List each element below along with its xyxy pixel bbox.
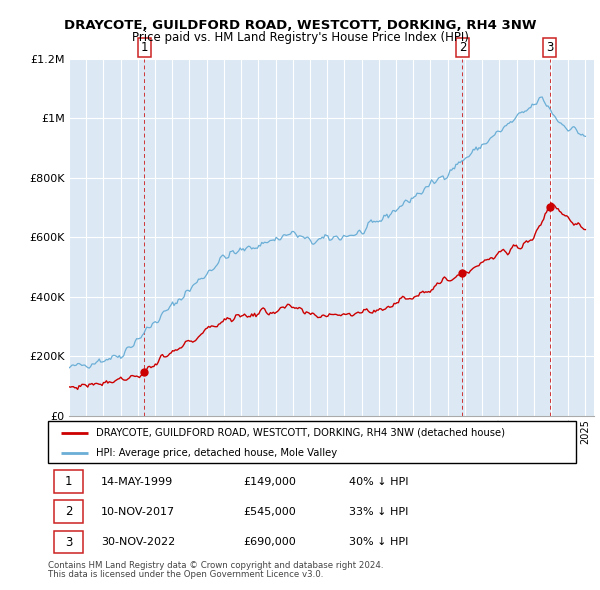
FancyBboxPatch shape <box>55 530 83 553</box>
Text: 40% ↓ HPI: 40% ↓ HPI <box>349 477 409 487</box>
Text: 33% ↓ HPI: 33% ↓ HPI <box>349 507 409 517</box>
Text: 1: 1 <box>65 475 73 488</box>
Text: 30-NOV-2022: 30-NOV-2022 <box>101 537 175 547</box>
FancyBboxPatch shape <box>48 421 576 463</box>
Text: DRAYCOTE, GUILDFORD ROAD, WESTCOTT, DORKING, RH4 3NW (detached house): DRAYCOTE, GUILDFORD ROAD, WESTCOTT, DORK… <box>95 428 505 438</box>
Text: HPI: Average price, detached house, Mole Valley: HPI: Average price, detached house, Mole… <box>95 448 337 457</box>
FancyBboxPatch shape <box>55 500 83 523</box>
Text: Price paid vs. HM Land Registry's House Price Index (HPI): Price paid vs. HM Land Registry's House … <box>131 31 469 44</box>
Text: 2: 2 <box>459 41 466 54</box>
Text: £545,000: £545,000 <box>244 507 296 517</box>
Text: This data is licensed under the Open Government Licence v3.0.: This data is licensed under the Open Gov… <box>48 570 323 579</box>
Text: 2: 2 <box>65 505 73 519</box>
Text: 1: 1 <box>140 41 148 54</box>
Text: Contains HM Land Registry data © Crown copyright and database right 2024.: Contains HM Land Registry data © Crown c… <box>48 560 383 569</box>
Text: DRAYCOTE, GUILDFORD ROAD, WESTCOTT, DORKING, RH4 3NW: DRAYCOTE, GUILDFORD ROAD, WESTCOTT, DORK… <box>64 19 536 32</box>
Text: £690,000: £690,000 <box>244 537 296 547</box>
Text: 3: 3 <box>65 536 73 549</box>
Text: £149,000: £149,000 <box>244 477 296 487</box>
FancyBboxPatch shape <box>55 470 83 493</box>
Text: 3: 3 <box>546 41 553 54</box>
Text: 10-NOV-2017: 10-NOV-2017 <box>101 507 175 517</box>
Text: 14-MAY-1999: 14-MAY-1999 <box>101 477 173 487</box>
Text: 30% ↓ HPI: 30% ↓ HPI <box>349 537 409 547</box>
